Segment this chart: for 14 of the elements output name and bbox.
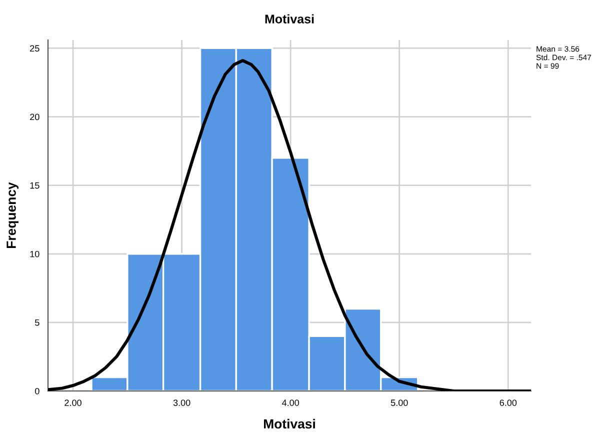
- chart-title: Motivasi: [265, 14, 314, 24]
- x-tick-label: 5.00: [390, 400, 408, 406]
- y-tick-label: 10: [30, 250, 40, 258]
- x-tick-label: 2.00: [64, 400, 82, 406]
- x-axis-title: Motivasi: [264, 418, 315, 429]
- x-tick-label: 6.00: [500, 400, 517, 406]
- y-tick-label: 15: [30, 182, 40, 189]
- x-tick-label: 3.00: [173, 400, 190, 406]
- x-tick-label: 4.00: [282, 400, 300, 406]
- y-axis-title: Frequency: [6, 182, 19, 248]
- y-tick-label: 0: [35, 388, 40, 394]
- y-tick-label: 5: [35, 320, 40, 326]
- y-tick-label: 20: [30, 114, 40, 120]
- y-tick-label: 25: [30, 45, 40, 52]
